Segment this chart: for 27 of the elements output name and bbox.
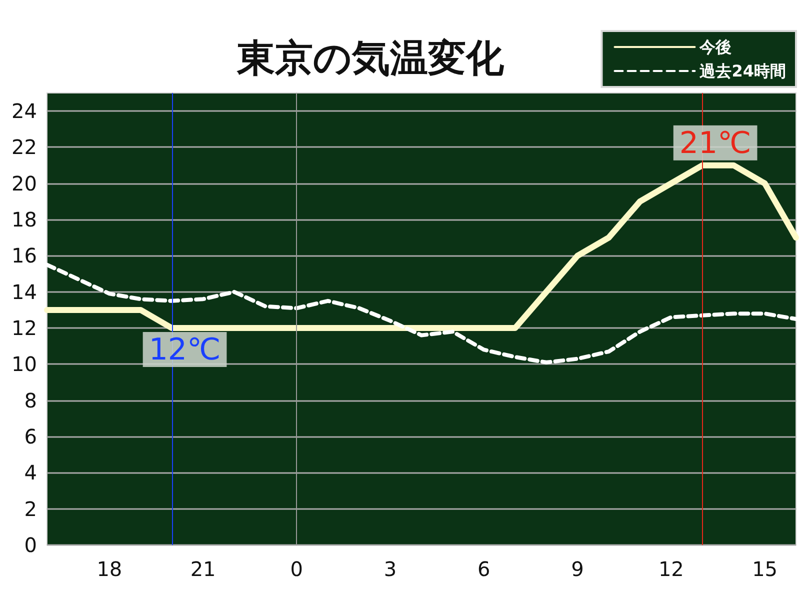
y-tick-label: 22 [12, 135, 37, 160]
y-tick-label: 16 [12, 244, 37, 268]
y-tick-label: 4 [24, 460, 37, 485]
chart-title: 東京の気温変化 [236, 36, 505, 80]
x-tick-label: 9 [571, 557, 584, 581]
x-tick-label: 6 [478, 557, 490, 581]
annotation: 21℃ [679, 126, 752, 161]
y-tick-label: 14 [12, 280, 37, 304]
x-tick-label: 3 [384, 557, 397, 581]
x-tick-label: 12 [658, 557, 684, 581]
y-tick-label: 10 [12, 352, 37, 376]
y-tick-label: 2 [24, 496, 37, 521]
y-tick-label: 8 [24, 388, 37, 412]
y-tick-label: 0 [24, 533, 37, 557]
annotation: 12℃ [148, 332, 221, 368]
y-tick-label: 6 [24, 424, 37, 449]
y-tick-label: 24 [12, 99, 37, 124]
line-series [45, 262, 798, 364]
x-tick-label: 0 [290, 557, 304, 581]
x-tick-label: 18 [96, 557, 122, 581]
x-tick-label: 21 [190, 557, 216, 581]
legend-label: 過去24時間 [698, 62, 786, 80]
y-tick-label: 12 [12, 316, 37, 340]
y-tick-label: 18 [12, 208, 37, 232]
x-tick-label: 15 [752, 557, 778, 581]
legend-label: 今後 [698, 38, 732, 56]
y-tick-label: 20 [12, 171, 37, 196]
